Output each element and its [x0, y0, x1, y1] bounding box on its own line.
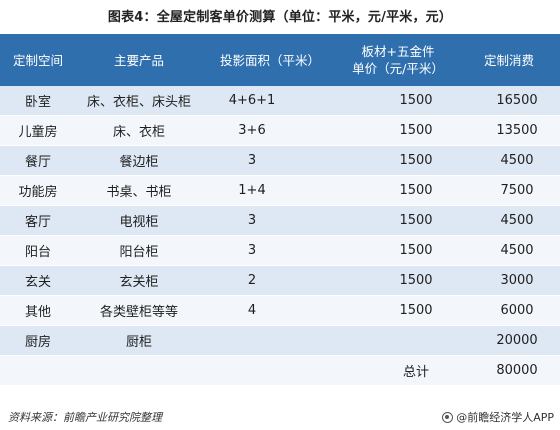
cost-table: 定制空间 主要产品 投影面积（平米） 板材+五金件 单价（元/平米） 定制消费 …	[0, 34, 560, 386]
table-row: 厨房 厨柜 20000	[0, 325, 560, 356]
cell-area: 3+6	[202, 115, 338, 146]
cell-area: 1+4	[202, 175, 338, 206]
cell-cost: 4500	[458, 145, 560, 176]
cell-area: 4+6+1	[202, 86, 338, 116]
header-price-line1: 板材+五金件	[361, 44, 435, 59]
table-title: 图表4：全屋定制客单价测算（单位：平米，元/平米，元）	[107, 10, 453, 25]
table-row: 功能房 书桌、书柜 1+4 1500 7500	[0, 175, 560, 206]
cell-space: 客厅	[0, 205, 76, 236]
table-row: 卧室 床、衣柜、床头柜 4+6+1 1500 16500	[0, 86, 560, 116]
cell-space: 厨房	[0, 325, 76, 356]
table-row: 客厅 电视柜 3 1500 4500	[0, 205, 560, 236]
header-price: 板材+五金件 单价（元/平米）	[338, 34, 458, 86]
cell-space: 儿童房	[0, 115, 76, 146]
cell-price: 1500	[338, 265, 458, 296]
table-body: 卧室 床、衣柜、床头柜 4+6+1 1500 16500 儿童房 床、衣柜 3+6 1500 13…	[0, 86, 560, 386]
total-value: 80000	[458, 355, 560, 386]
table-header-row: 定制空间 主要产品 投影面积（平米） 板材+五金件 单价（元/平米） 定制消费	[0, 34, 560, 86]
source-note: 资料来源：前瞻产业研究院整理	[8, 411, 162, 424]
cell-space: 功能房	[0, 175, 76, 206]
cell-area: 3	[202, 205, 338, 236]
table-row: 餐厅 餐边柜 3 1500 4500	[0, 145, 560, 176]
cell-product: 床、衣柜	[76, 115, 202, 146]
cell-area: 3	[202, 145, 338, 176]
total-label: 总计	[338, 355, 458, 386]
total-row: 总计 80000	[0, 355, 560, 386]
cell-price: 1500	[338, 175, 458, 206]
header-space: 定制空间	[0, 34, 76, 86]
cell-product: 书桌、书柜	[76, 175, 202, 206]
header-price-line2: 单价（元/平米）	[352, 61, 444, 76]
cell-price: 1500	[338, 86, 458, 116]
cell-space: 玄关	[0, 265, 76, 296]
cell-area	[202, 325, 338, 356]
cell-cost: 7500	[458, 175, 560, 206]
cell-area: 2	[202, 265, 338, 296]
cell-area: 3	[202, 235, 338, 266]
header-area: 投影面积（平米）	[202, 34, 338, 86]
cell-price: 1500	[338, 145, 458, 176]
table-row: 玄关 玄关柜 2 1500 3000	[0, 265, 560, 296]
cell-cost: 4500	[458, 235, 560, 266]
cell-space: 阳台	[0, 235, 76, 266]
table-row: 阳台 阳台柜 3 1500 4500	[0, 235, 560, 266]
brand-text: @前瞻经济学人APP	[456, 411, 554, 424]
cell-cost: 16500	[458, 86, 560, 116]
cell-area: 4	[202, 295, 338, 326]
cell-cost: 13500	[458, 115, 560, 146]
cell-price: 1500	[338, 235, 458, 266]
total-empty-cell	[0, 355, 76, 386]
table-row: 其他 各类壁柜等等 4 1500 6000	[0, 295, 560, 326]
brand-logo-icon	[442, 411, 454, 423]
cell-cost: 20000	[458, 325, 560, 356]
cell-product: 餐边柜	[76, 145, 202, 176]
cell-price: 1500	[338, 115, 458, 146]
cell-price: 1500	[338, 295, 458, 326]
brand-credit: @前瞻经济学人APP	[442, 409, 554, 425]
table-row: 儿童房 床、衣柜 3+6 1500 13500	[0, 115, 560, 146]
cell-space: 餐厅	[0, 145, 76, 176]
cell-cost: 6000	[458, 295, 560, 326]
header-cost: 定制消费	[458, 34, 560, 86]
cell-space: 其他	[0, 295, 76, 326]
cell-product: 各类壁柜等等	[76, 295, 202, 326]
header-product: 主要产品	[76, 34, 202, 86]
cell-cost: 3000	[458, 265, 560, 296]
total-empty-cell	[202, 355, 338, 386]
cell-product: 床、衣柜、床头柜	[76, 86, 202, 116]
cell-product: 玄关柜	[76, 265, 202, 296]
cell-product: 电视柜	[76, 205, 202, 236]
cell-space: 卧室	[0, 86, 76, 116]
footer: 资料来源：前瞻产业研究院整理 @前瞻经济学人APP	[0, 406, 560, 426]
cell-product: 厨柜	[76, 325, 202, 356]
cell-price: 1500	[338, 205, 458, 236]
total-empty-cell	[76, 355, 202, 386]
cell-product: 阳台柜	[76, 235, 202, 266]
cell-price	[338, 325, 458, 356]
cell-cost: 4500	[458, 205, 560, 236]
